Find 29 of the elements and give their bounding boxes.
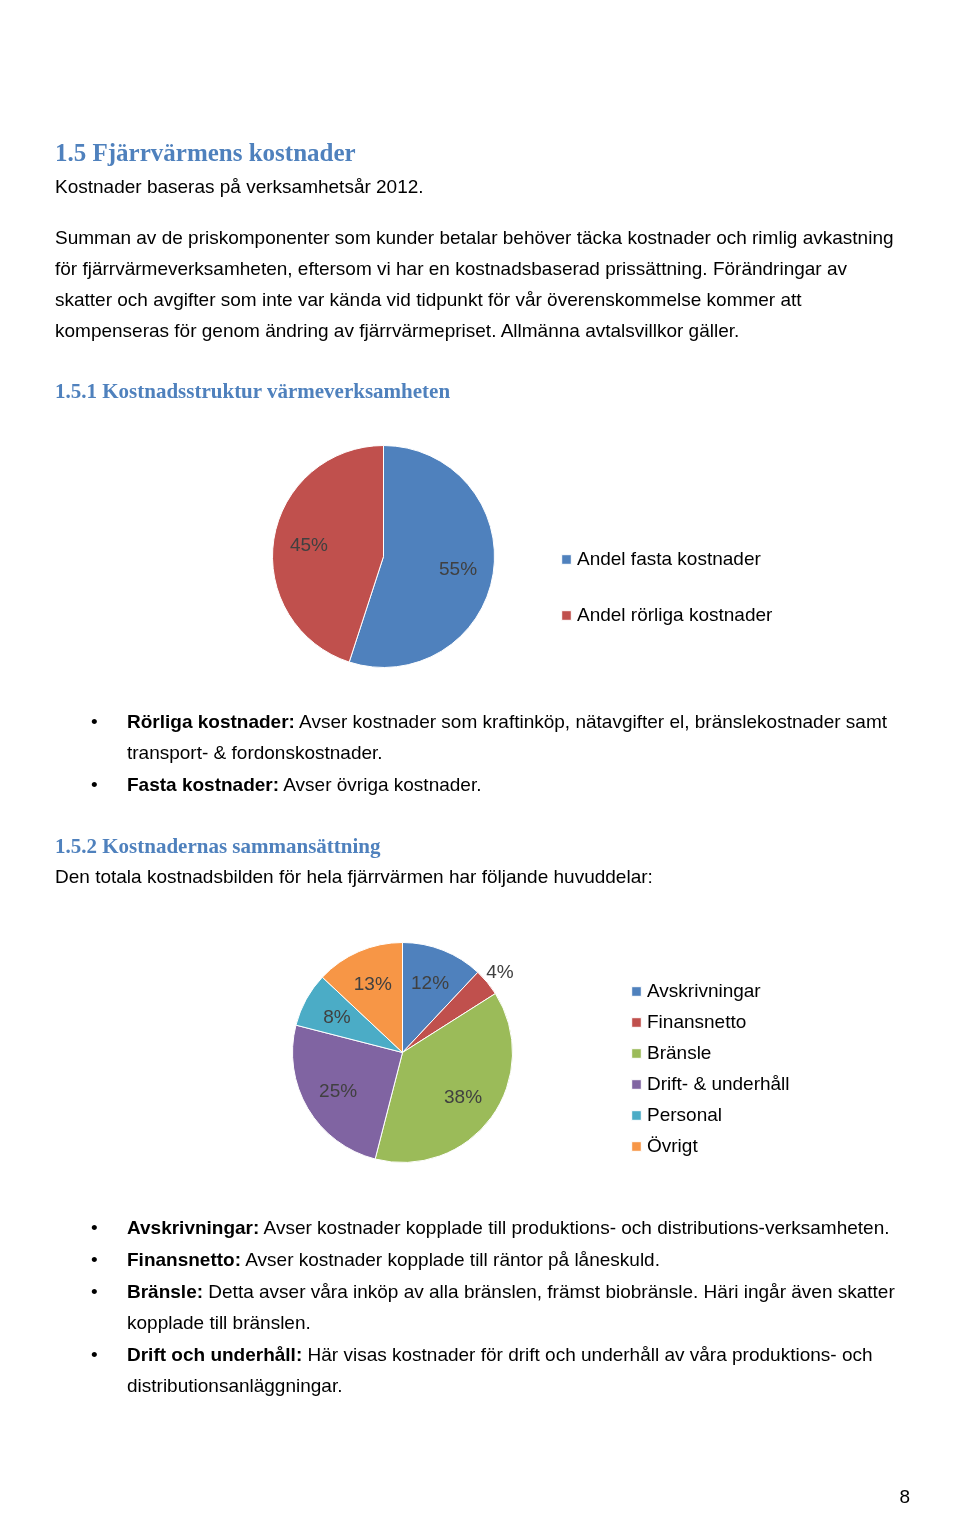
legend-label: Finansnetto: [647, 1011, 747, 1033]
text: • Finansnetto: Avser kostnader kopplade till räntor på låneskuld.: [91, 1249, 660, 1270]
data-label: 4%: [486, 961, 514, 983]
legend-label: Avskrivningar: [647, 980, 761, 1002]
text: • Avskrivningar: Avser kostnader kopplade till produktions- och distributions-verksamheten.: [91, 1217, 890, 1238]
text: 1.5 Fjärrvärmens kostnader: [55, 138, 357, 168]
data-label: 8%: [323, 1005, 351, 1027]
data-label: 55%: [439, 557, 478, 579]
chart-title: 1.5.2 Kostnadernas sammansättning: [55, 833, 382, 860]
text: • Rörliga kostnader: Avser kostnader som kraftinköp, nätavgifter el, bränslekostnader samt transport- & fordonskostnader.: [91, 711, 887, 763]
text: • Fasta kostnader: Avser övriga kostnader.: [91, 774, 482, 795]
text: • Bränsle: Detta avser våra inköp av alla bränslen, främst biobränsle. Häri ingår även skatter kopplade till bränslen.: [91, 1281, 895, 1333]
data-label: 25%: [319, 1080, 358, 1102]
text: Kostnader baseras på verksamhetsår 2012.: [55, 175, 425, 199]
data-label: 12%: [411, 972, 450, 994]
chart-title: 1.5.1 Kostnadsstruktur värmeverksamheten: [55, 378, 452, 405]
text: • Drift och underhåll: Här visas kostnader för drift och underhåll av våra produktions- och distributionsanläggningar.: [91, 1344, 873, 1396]
data-label: 13%: [353, 973, 392, 995]
legend-label: Övrigt: [647, 1135, 698, 1157]
legend-label: Drift- & underhåll: [647, 1073, 790, 1095]
legend-label: Personal: [647, 1104, 722, 1126]
legend-label: Bränsle: [647, 1042, 712, 1064]
text: 8: [898, 1485, 910, 1509]
legend-label: Andel fasta kostnader: [577, 548, 761, 570]
text: Summan av de priskomponenter som kunder betalar behöver täcka kostnader och rimlig avkastning för fjärrvärmeverksamheten, eftersom vi har en kostnadsbaserad prissättning. Förändringar av skatter och avgifter som inte var kända vid tidpunkt för vår överenskommelse kommer att kompenseras för genom ändring av fjärrvärmepriset. Allmänna avtalsvillkor gäller.: [55, 226, 895, 343]
legend-label: Andel rörliga kostnader: [577, 604, 773, 626]
data-label: 45%: [289, 534, 329, 556]
chart-subtitle: Den totala kostnadsbilden för hela fjärrvärmen har följande huvuddelar:: [55, 865, 654, 889]
data-label: 38%: [444, 1085, 483, 1107]
